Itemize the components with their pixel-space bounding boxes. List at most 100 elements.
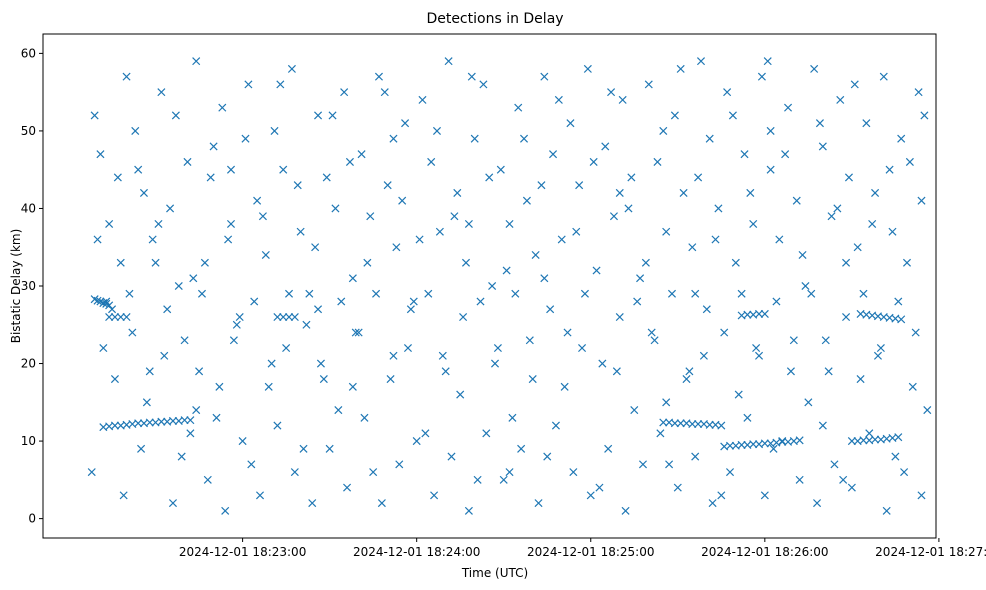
point-marker: [441, 367, 450, 376]
point-marker: [514, 103, 523, 112]
point-marker: [403, 344, 412, 353]
point-marker: [708, 499, 717, 508]
point-marker: [438, 351, 447, 360]
point-marker: [595, 483, 604, 492]
point-marker: [766, 165, 775, 174]
point-marker: [174, 281, 183, 291]
point-marker: [398, 196, 407, 205]
point-marker: [459, 312, 468, 322]
point-marker: [624, 204, 633, 213]
point-marker: [769, 444, 778, 453]
point-marker: [192, 57, 201, 66]
point-marker: [772, 297, 781, 306]
point-marker: [406, 305, 415, 314]
point-marker: [276, 80, 285, 89]
point-marker: [885, 165, 894, 174]
point-marker: [865, 429, 874, 438]
point-marker: [290, 468, 299, 477]
point-marker: [285, 312, 294, 322]
point-marker: [879, 72, 888, 81]
point-marker: [145, 367, 154, 376]
point-marker: [694, 419, 703, 429]
point-marker: [621, 506, 630, 515]
point-marker: [731, 258, 740, 267]
point-marker: [656, 429, 665, 438]
point-marker: [197, 289, 207, 298]
point-marker: [833, 204, 842, 213]
point-marker: [93, 235, 102, 244]
point-marker: [357, 150, 366, 159]
point-marker: [383, 181, 392, 190]
y-axis-label: Bistatic Delay (km): [9, 229, 23, 344]
point-marker: [218, 103, 227, 112]
point-marker: [801, 281, 810, 291]
point-marker: [789, 336, 798, 345]
point-marker: [842, 312, 851, 322]
point-marker: [900, 468, 909, 477]
point-marker: [902, 258, 912, 267]
point-marker: [461, 258, 471, 267]
point-marker: [134, 165, 143, 174]
x-tick-label: 2024-12-01 18:26:00: [701, 545, 828, 559]
point-marker: [186, 416, 195, 425]
point-marker: [479, 80, 488, 89]
point-marker: [485, 173, 494, 182]
point-marker: [90, 111, 99, 120]
point-marker: [125, 289, 134, 298]
point-marker: [688, 243, 697, 252]
point-marker: [859, 436, 868, 445]
point-marker: [424, 289, 433, 298]
point-marker: [691, 289, 700, 298]
point-marker: [505, 468, 514, 477]
point-marker: [163, 305, 172, 314]
point-marker: [676, 64, 685, 73]
point-marker: [157, 88, 166, 97]
point-marker: [348, 274, 357, 283]
point-marker: [607, 88, 616, 97]
point-marker: [749, 219, 758, 228]
point-marker: [711, 235, 720, 244]
point-marker: [409, 297, 418, 306]
point-marker: [560, 382, 569, 391]
point-marker: [531, 250, 540, 260]
point-marker: [850, 80, 859, 89]
point-marker: [325, 444, 334, 453]
point-marker: [273, 421, 282, 430]
point-marker: [105, 301, 114, 310]
point-marker: [372, 289, 381, 298]
point-marker: [575, 181, 584, 190]
point-marker: [482, 429, 491, 438]
point-marker: [737, 440, 746, 449]
point-marker: [308, 499, 317, 508]
point-marker: [113, 173, 122, 182]
point-marker: [827, 212, 836, 221]
y-axis-ticks: 0 10 20 30 40 50 60: [21, 46, 43, 526]
point-marker: [534, 499, 543, 508]
point-marker: [670, 111, 679, 120]
point-marker: [592, 266, 601, 275]
point-marker: [116, 258, 125, 267]
point-marker: [93, 296, 102, 305]
point-marker: [473, 475, 482, 484]
point-marker: [282, 344, 291, 353]
point-marker: [343, 483, 352, 492]
point-marker: [520, 134, 529, 143]
point-marker: [421, 429, 430, 438]
point-marker: [285, 289, 294, 298]
point-marker: [566, 119, 575, 128]
point-marker: [804, 398, 813, 407]
point-marker: [476, 297, 485, 306]
x-axis-label: Time (UTC): [461, 566, 528, 580]
point-marker: [810, 64, 819, 73]
point-marker: [821, 336, 830, 345]
point-marker: [348, 382, 357, 391]
point-marker: [641, 258, 650, 267]
x-tick-label: 2024-12-01 18:27:00: [875, 545, 986, 559]
point-marker: [543, 452, 552, 461]
point-marker: [183, 157, 192, 166]
point-marker: [853, 243, 862, 252]
point-marker: [264, 382, 273, 391]
point-marker: [447, 452, 456, 461]
point-marker: [296, 227, 305, 236]
